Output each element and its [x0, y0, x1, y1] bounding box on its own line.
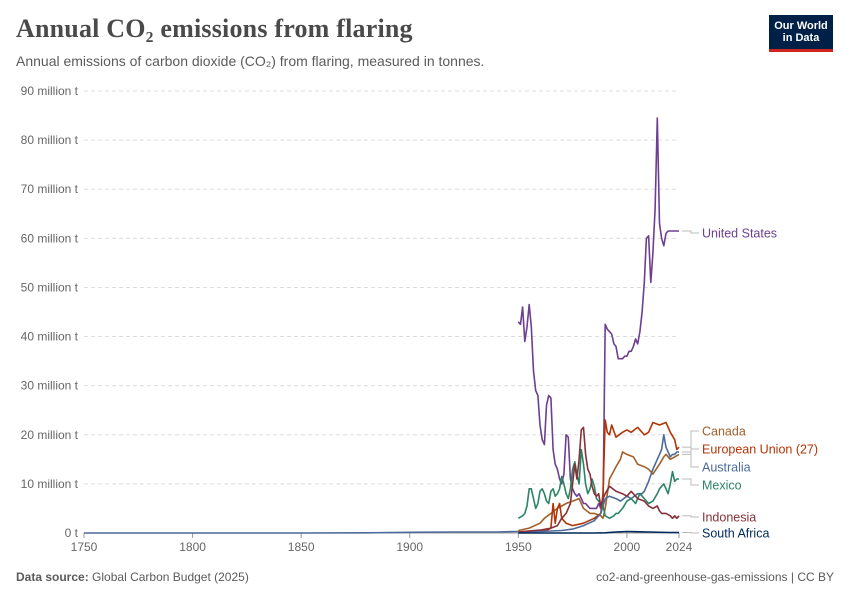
series-label[interactable]: South Africa: [702, 527, 769, 541]
logo-line-1: Our World: [774, 20, 828, 32]
label-connector: [682, 230, 699, 234]
y-tick-label: 10 million t: [21, 477, 79, 491]
label-connector: [682, 446, 699, 450]
footer-license[interactable]: co2-and-greenhouse-gas-emissions | CC BY: [596, 570, 834, 584]
y-axis-ticks: 0 t 10 million t 20 million t 30 million t 4…: [21, 84, 79, 540]
y-tick-label: 80 million t: [21, 133, 79, 147]
series-label[interactable]: United States: [702, 227, 777, 241]
series-label[interactable]: Canada: [702, 425, 746, 439]
x-axis: 1750 1800 1850 1900 1950 2000 2024: [71, 532, 693, 554]
series-line-south-africa[interactable]: [518, 530, 679, 534]
y-tick-label: 60 million t: [21, 231, 79, 245]
label-connector: [682, 478, 699, 486]
label-connector: [682, 430, 699, 455]
series-line-australia[interactable]: [518, 434, 679, 533]
x-tick-label: 2024: [666, 540, 693, 554]
series-labels: United States Canada European Union (27) Au…: [682, 227, 818, 541]
x-tick-label: 1750: [71, 540, 98, 554]
y-tick-label: 20 million t: [21, 428, 79, 442]
y-tick-label: 50 million t: [21, 280, 79, 294]
y-tick-label: 30 million t: [21, 379, 79, 393]
series-line-european-union-27[interactable]: [518, 419, 680, 533]
series-label[interactable]: Mexico: [702, 479, 742, 493]
logo-line-2: in Data: [782, 32, 820, 44]
x-tick-label: 1950: [505, 540, 532, 554]
x-tick-label: 1900: [396, 540, 423, 554]
series-lines: [84, 117, 680, 534]
y-tick-label: 70 million t: [21, 182, 79, 196]
data-source-label: Data source:: [16, 570, 89, 584]
series-line-pre-1950-baseline[interactable]: [84, 530, 519, 534]
x-tick-label: 1800: [179, 540, 206, 554]
x-tick-label: 1850: [288, 540, 315, 554]
data-source: Data source: Global Carbon Budget (2025): [16, 570, 249, 584]
grid-lines: [84, 90, 679, 485]
x-tick-label: 2000: [614, 540, 641, 554]
y-tick-label: 0 t: [65, 526, 79, 540]
y-tick-label: 40 million t: [21, 330, 79, 344]
data-source-value[interactable]: Global Carbon Budget (2025): [92, 570, 249, 584]
series-line-mexico[interactable]: [517, 448, 679, 520]
series-label[interactable]: Australia: [702, 461, 751, 475]
label-connector: [682, 451, 699, 468]
series-line-united-states[interactable]: [517, 117, 679, 510]
series-line-indonesia[interactable]: [518, 426, 680, 533]
y-tick-label: 90 million t: [21, 84, 79, 98]
series-label[interactable]: Indonesia: [702, 511, 756, 525]
chart-title: Annual CO₂ emissions from flaring: [16, 14, 413, 43]
owid-logo[interactable]: Our World in Data: [769, 15, 833, 52]
chart-subtitle: Annual emissions of carbon dioxide (CO₂)…: [16, 53, 485, 69]
series-label[interactable]: European Union (27): [702, 443, 818, 457]
label-connector: [682, 532, 699, 534]
label-connector: [682, 515, 699, 518]
